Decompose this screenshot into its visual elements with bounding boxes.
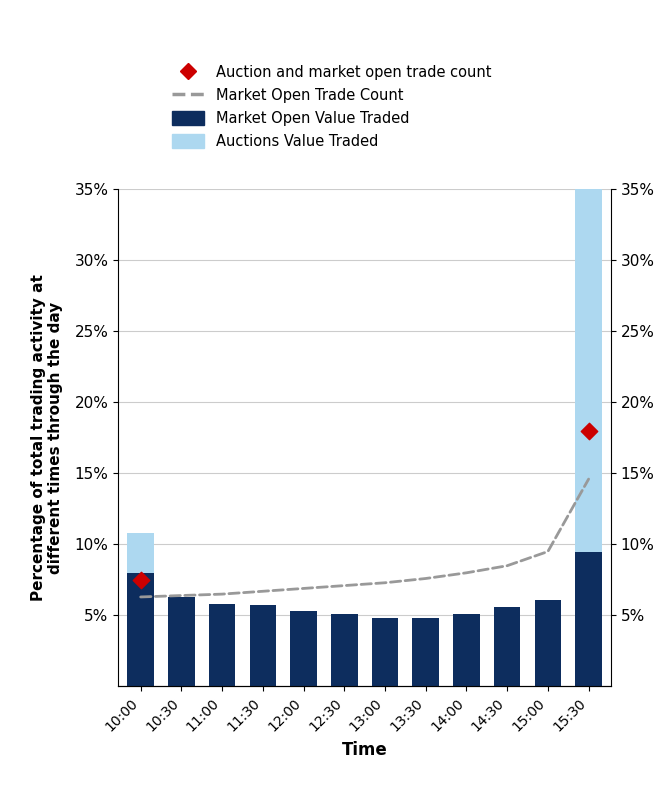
Point <box>135 574 146 586</box>
Legend: Auction and market open trade count, Market Open Trade Count, Market Open Value : Auction and market open trade count, Mar… <box>165 58 499 156</box>
Y-axis label: Percentage of total trading activity at
different times through the day: Percentage of total trading activity at … <box>31 275 64 601</box>
Bar <box>331 614 357 686</box>
Bar <box>494 607 520 686</box>
Bar <box>209 604 235 686</box>
Bar <box>535 600 561 686</box>
Bar <box>127 533 154 573</box>
Bar <box>413 619 439 686</box>
Bar <box>290 611 317 686</box>
X-axis label: Time: Time <box>342 741 388 759</box>
Bar <box>168 597 194 686</box>
Bar <box>576 552 602 686</box>
Bar <box>453 614 480 686</box>
Bar <box>372 619 398 686</box>
Bar <box>250 605 276 686</box>
Point <box>583 424 594 437</box>
Bar <box>576 189 602 552</box>
Bar <box>127 573 154 686</box>
